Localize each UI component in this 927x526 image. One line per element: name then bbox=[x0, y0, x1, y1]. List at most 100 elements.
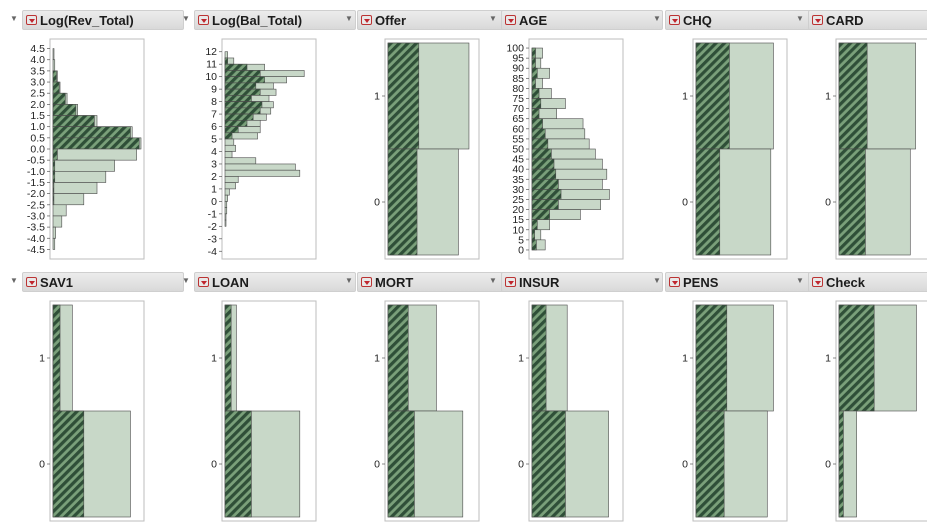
category-bar-0-selected[interactable] bbox=[838, 148, 866, 256]
histogram-bar[interactable] bbox=[224, 213, 227, 221]
disclosure-triangle-icon[interactable]: ▼ bbox=[653, 14, 661, 23]
histogram-bar[interactable] bbox=[52, 237, 56, 250]
histogram-bar[interactable] bbox=[224, 219, 227, 227]
category-bar-1-selected[interactable] bbox=[838, 42, 868, 150]
category-bar-1-selected[interactable] bbox=[531, 304, 547, 412]
red-triangle-menu-icon[interactable] bbox=[505, 277, 516, 287]
histogram-bar-selected[interactable] bbox=[224, 132, 233, 140]
histogram-bar-selected[interactable] bbox=[224, 126, 239, 134]
category-bar-0-selected[interactable] bbox=[531, 410, 566, 518]
histogram-bar[interactable] bbox=[52, 171, 107, 183]
histogram-bar[interactable] bbox=[52, 226, 56, 239]
histogram-bar[interactable] bbox=[224, 188, 230, 196]
histogram-bar-selected[interactable] bbox=[52, 70, 57, 83]
histogram-bar-selected[interactable] bbox=[224, 57, 228, 65]
histogram-bar-selected[interactable] bbox=[531, 57, 536, 69]
histogram-bar[interactable] bbox=[224, 182, 236, 190]
category-bar-0-selected[interactable] bbox=[695, 410, 725, 518]
histogram-bar-selected[interactable] bbox=[224, 63, 248, 71]
histogram-bar-selected[interactable] bbox=[52, 148, 58, 161]
disclosure-triangle-icon[interactable]: ▼ bbox=[182, 14, 190, 23]
red-triangle-menu-icon[interactable] bbox=[26, 15, 37, 25]
histogram-bar-selected[interactable] bbox=[52, 171, 56, 183]
histogram-bar-selected[interactable] bbox=[531, 78, 536, 89]
histogram-bar-selected[interactable] bbox=[531, 209, 550, 220]
histogram-bar-selected[interactable] bbox=[52, 193, 55, 206]
histogram-bar-selected[interactable] bbox=[531, 178, 559, 190]
disclosure-triangle-icon[interactable]: ▼ bbox=[796, 14, 804, 23]
histogram-bar-selected[interactable] bbox=[52, 126, 131, 139]
histogram-bar-selected[interactable] bbox=[531, 98, 542, 109]
histogram-bar[interactable] bbox=[224, 138, 235, 146]
histogram-bar[interactable] bbox=[52, 159, 115, 172]
disclosure-triangle-icon[interactable]: ▼ bbox=[653, 276, 661, 285]
red-triangle-menu-icon[interactable] bbox=[812, 277, 823, 287]
histogram-bar[interactable] bbox=[52, 182, 98, 194]
histogram-bar-selected[interactable] bbox=[531, 47, 536, 59]
histogram-bar[interactable] bbox=[52, 148, 137, 161]
histogram-bar[interactable] bbox=[52, 204, 67, 217]
histogram-bar-selected[interactable] bbox=[224, 88, 261, 96]
category-bar-1-selected[interactable] bbox=[387, 42, 420, 150]
histogram-bar[interactable] bbox=[224, 194, 228, 202]
histogram-bar[interactable] bbox=[52, 48, 55, 61]
disclosure-triangle-icon[interactable]: ▼ bbox=[345, 14, 353, 23]
category-bar-0-selected[interactable] bbox=[387, 410, 415, 518]
histogram-bar[interactable] bbox=[224, 201, 228, 208]
red-triangle-menu-icon[interactable] bbox=[669, 277, 680, 287]
histogram-bar-selected[interactable] bbox=[531, 138, 549, 150]
histogram-bar-selected[interactable] bbox=[531, 199, 559, 210]
category-bar-0-selected[interactable] bbox=[838, 410, 844, 518]
histogram-bar-selected[interactable] bbox=[531, 88, 540, 99]
histogram-bar-selected[interactable] bbox=[224, 76, 265, 84]
category-bar-1-selected[interactable] bbox=[838, 304, 875, 412]
histogram-bar[interactable] bbox=[52, 215, 63, 228]
histogram-bar-selected[interactable] bbox=[52, 104, 77, 116]
histogram-bar[interactable] bbox=[224, 151, 233, 159]
category-bar-1-selected[interactable] bbox=[387, 304, 409, 412]
disclosure-triangle-icon[interactable]: ▼ bbox=[182, 276, 190, 285]
histogram-bar[interactable] bbox=[224, 144, 236, 152]
histogram-bar[interactable] bbox=[224, 157, 257, 165]
histogram-bar-selected[interactable] bbox=[224, 101, 263, 109]
histogram-bar[interactable] bbox=[224, 51, 228, 59]
histogram-bar-selected[interactable] bbox=[531, 108, 540, 120]
histogram-bar[interactable] bbox=[224, 163, 296, 171]
category-bar-1-selected[interactable] bbox=[224, 304, 232, 412]
histogram-bar[interactable] bbox=[224, 176, 239, 183]
category-bar-0-selected[interactable] bbox=[52, 410, 85, 518]
histogram-bar-selected[interactable] bbox=[531, 229, 535, 241]
red-triangle-menu-icon[interactable] bbox=[198, 277, 209, 287]
red-triangle-menu-icon[interactable] bbox=[361, 277, 372, 287]
disclosure-triangle-icon[interactable]: ▼ bbox=[489, 14, 497, 23]
red-triangle-menu-icon[interactable] bbox=[812, 15, 823, 25]
histogram-bar-selected[interactable] bbox=[52, 115, 95, 127]
histogram-bar-selected[interactable] bbox=[531, 67, 538, 79]
histogram-bar-selected[interactable] bbox=[224, 95, 252, 102]
histogram-bar-selected[interactable] bbox=[531, 118, 543, 130]
category-bar-0-selected[interactable] bbox=[387, 148, 418, 256]
category-bar-0-selected[interactable] bbox=[695, 148, 721, 256]
histogram-bar-selected[interactable] bbox=[52, 159, 56, 172]
histogram-bar[interactable] bbox=[224, 169, 301, 177]
red-triangle-menu-icon[interactable] bbox=[505, 15, 516, 25]
disclosure-triangle-icon[interactable]: ▼ bbox=[10, 276, 18, 285]
histogram-bar-selected[interactable] bbox=[531, 128, 546, 140]
histogram-bar-selected[interactable] bbox=[52, 81, 60, 94]
red-triangle-menu-icon[interactable] bbox=[198, 15, 209, 25]
histogram-bar-selected[interactable] bbox=[224, 120, 248, 127]
disclosure-triangle-icon[interactable]: ▼ bbox=[489, 276, 497, 285]
red-triangle-menu-icon[interactable] bbox=[26, 277, 37, 287]
histogram-bar[interactable] bbox=[52, 193, 85, 206]
histogram-bar-selected[interactable] bbox=[224, 107, 261, 115]
category-bar-1-selected[interactable] bbox=[695, 42, 730, 150]
disclosure-triangle-icon[interactable]: ▼ bbox=[796, 276, 804, 285]
category-bar-0-selected[interactable] bbox=[224, 410, 252, 518]
histogram-bar-selected[interactable] bbox=[224, 82, 257, 90]
histogram-bar-selected[interactable] bbox=[52, 137, 140, 150]
histogram-bar-selected[interactable] bbox=[531, 239, 537, 251]
histogram-bar-selected[interactable] bbox=[531, 158, 555, 170]
histogram-bar-selected[interactable] bbox=[224, 113, 254, 121]
histogram-bar-selected[interactable] bbox=[531, 168, 557, 180]
histogram-bar-selected[interactable] bbox=[52, 92, 66, 105]
